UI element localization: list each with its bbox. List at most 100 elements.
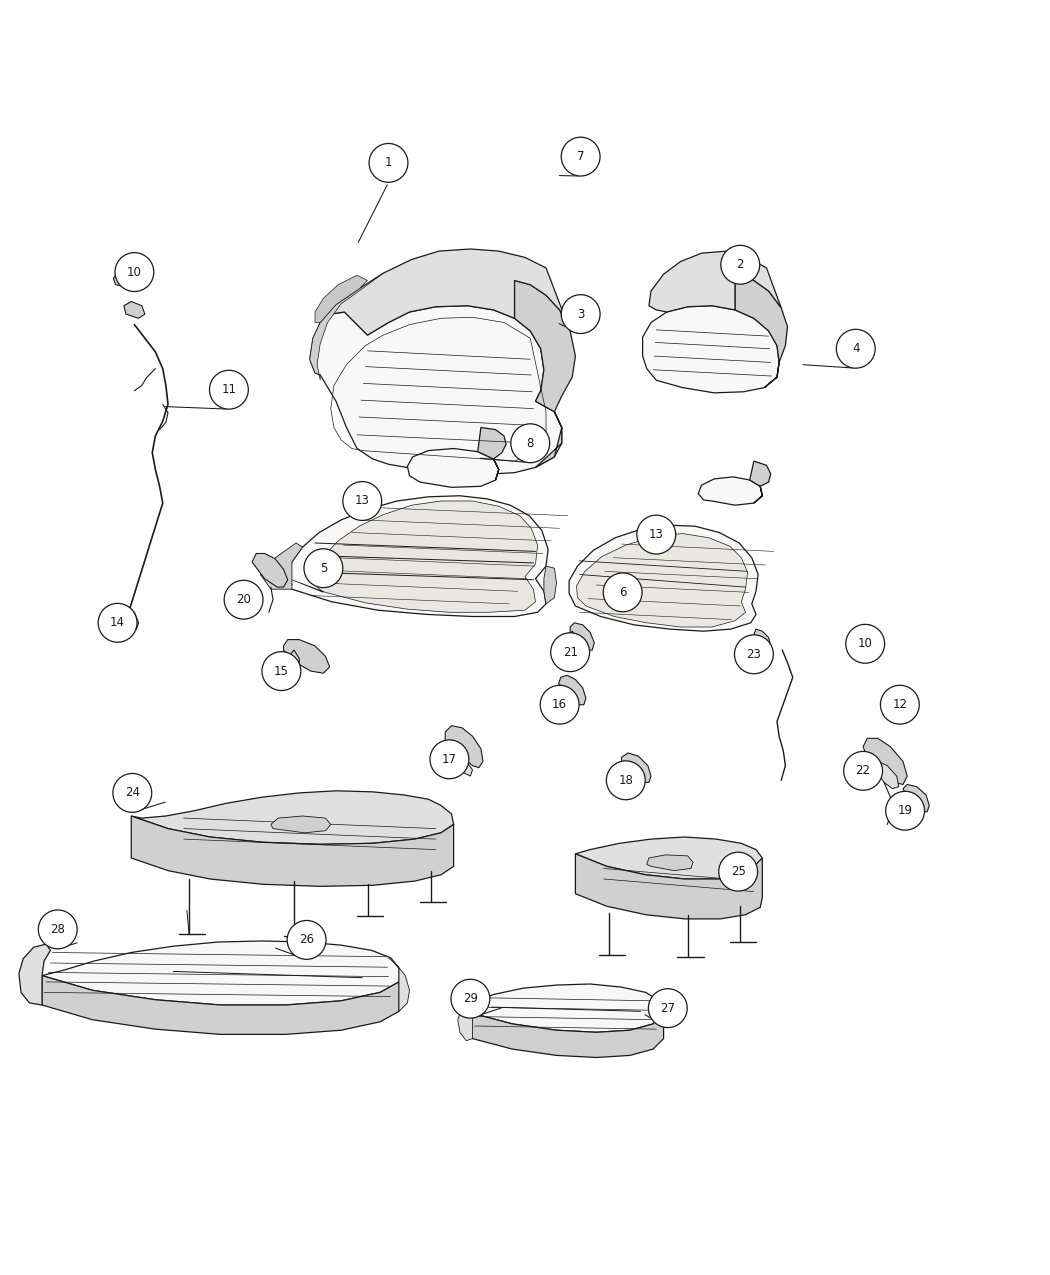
Circle shape: [452, 979, 489, 1019]
Polygon shape: [445, 725, 483, 768]
Circle shape: [886, 792, 925, 830]
Text: 12: 12: [892, 699, 907, 711]
Polygon shape: [310, 306, 562, 474]
Polygon shape: [575, 854, 762, 919]
Polygon shape: [458, 1003, 472, 1040]
Circle shape: [113, 774, 152, 812]
Circle shape: [551, 632, 590, 672]
Polygon shape: [735, 272, 788, 388]
Polygon shape: [559, 676, 586, 705]
Polygon shape: [569, 525, 758, 631]
Text: 26: 26: [299, 933, 314, 946]
Circle shape: [370, 144, 407, 182]
Polygon shape: [649, 251, 781, 312]
Text: 13: 13: [649, 528, 664, 541]
Text: 14: 14: [110, 616, 125, 630]
Polygon shape: [284, 650, 299, 682]
Polygon shape: [478, 427, 506, 479]
Text: 2: 2: [736, 259, 744, 272]
Polygon shape: [857, 625, 880, 643]
Circle shape: [510, 423, 550, 463]
Circle shape: [99, 603, 136, 643]
Text: 19: 19: [898, 805, 912, 817]
Circle shape: [116, 252, 154, 292]
Text: 5: 5: [319, 562, 328, 575]
Polygon shape: [643, 306, 779, 393]
Text: 20: 20: [236, 593, 251, 606]
Polygon shape: [260, 496, 548, 617]
Polygon shape: [467, 1014, 664, 1057]
Circle shape: [603, 572, 642, 612]
Polygon shape: [576, 533, 748, 627]
Polygon shape: [271, 816, 331, 833]
Circle shape: [720, 245, 759, 284]
Polygon shape: [514, 280, 575, 468]
Circle shape: [735, 635, 773, 673]
Polygon shape: [754, 629, 771, 653]
Polygon shape: [111, 604, 139, 629]
Circle shape: [287, 921, 326, 959]
Text: 25: 25: [731, 866, 746, 878]
Text: 27: 27: [660, 1002, 675, 1015]
Polygon shape: [284, 640, 330, 673]
Circle shape: [844, 751, 882, 790]
Text: 8: 8: [526, 437, 534, 450]
Text: 15: 15: [274, 664, 289, 677]
Text: 17: 17: [442, 752, 457, 766]
Text: 11: 11: [222, 384, 236, 397]
Polygon shape: [315, 275, 368, 323]
Polygon shape: [653, 520, 668, 551]
Polygon shape: [698, 477, 762, 505]
Circle shape: [262, 652, 301, 691]
Text: 10: 10: [858, 638, 873, 650]
Text: 29: 29: [463, 992, 478, 1005]
Polygon shape: [750, 462, 771, 504]
Text: 22: 22: [856, 764, 870, 778]
Polygon shape: [310, 273, 383, 380]
Text: 28: 28: [50, 923, 65, 936]
Polygon shape: [622, 754, 651, 783]
Text: 24: 24: [125, 787, 140, 799]
Text: 21: 21: [563, 645, 578, 659]
Circle shape: [225, 580, 264, 620]
Text: 6: 6: [618, 585, 627, 599]
Polygon shape: [131, 790, 454, 844]
Polygon shape: [874, 761, 899, 789]
Polygon shape: [647, 854, 693, 871]
Polygon shape: [42, 941, 399, 1005]
Text: 4: 4: [852, 342, 860, 356]
Text: 7: 7: [576, 150, 585, 163]
Circle shape: [39, 910, 78, 949]
Text: 18: 18: [618, 774, 633, 787]
Polygon shape: [863, 738, 907, 784]
Text: 13: 13: [355, 495, 370, 507]
Circle shape: [649, 988, 687, 1028]
Circle shape: [303, 548, 342, 588]
Circle shape: [562, 138, 601, 176]
Polygon shape: [626, 770, 640, 790]
Polygon shape: [19, 944, 50, 1005]
Polygon shape: [42, 975, 399, 1034]
Text: 1: 1: [384, 157, 393, 170]
Circle shape: [880, 685, 920, 724]
Circle shape: [718, 852, 757, 891]
Polygon shape: [903, 784, 929, 812]
Polygon shape: [544, 566, 556, 604]
Circle shape: [429, 740, 468, 779]
Polygon shape: [260, 543, 302, 589]
Text: 16: 16: [552, 699, 567, 711]
Polygon shape: [454, 755, 473, 776]
Circle shape: [209, 370, 249, 409]
Text: 3: 3: [576, 307, 585, 320]
Circle shape: [636, 515, 676, 555]
Polygon shape: [131, 816, 454, 886]
Circle shape: [541, 685, 579, 724]
Circle shape: [837, 329, 875, 368]
Polygon shape: [570, 622, 594, 650]
Circle shape: [342, 482, 382, 520]
Polygon shape: [124, 301, 145, 319]
Polygon shape: [359, 486, 374, 516]
Polygon shape: [320, 249, 570, 335]
Circle shape: [562, 295, 601, 334]
Polygon shape: [407, 449, 499, 487]
